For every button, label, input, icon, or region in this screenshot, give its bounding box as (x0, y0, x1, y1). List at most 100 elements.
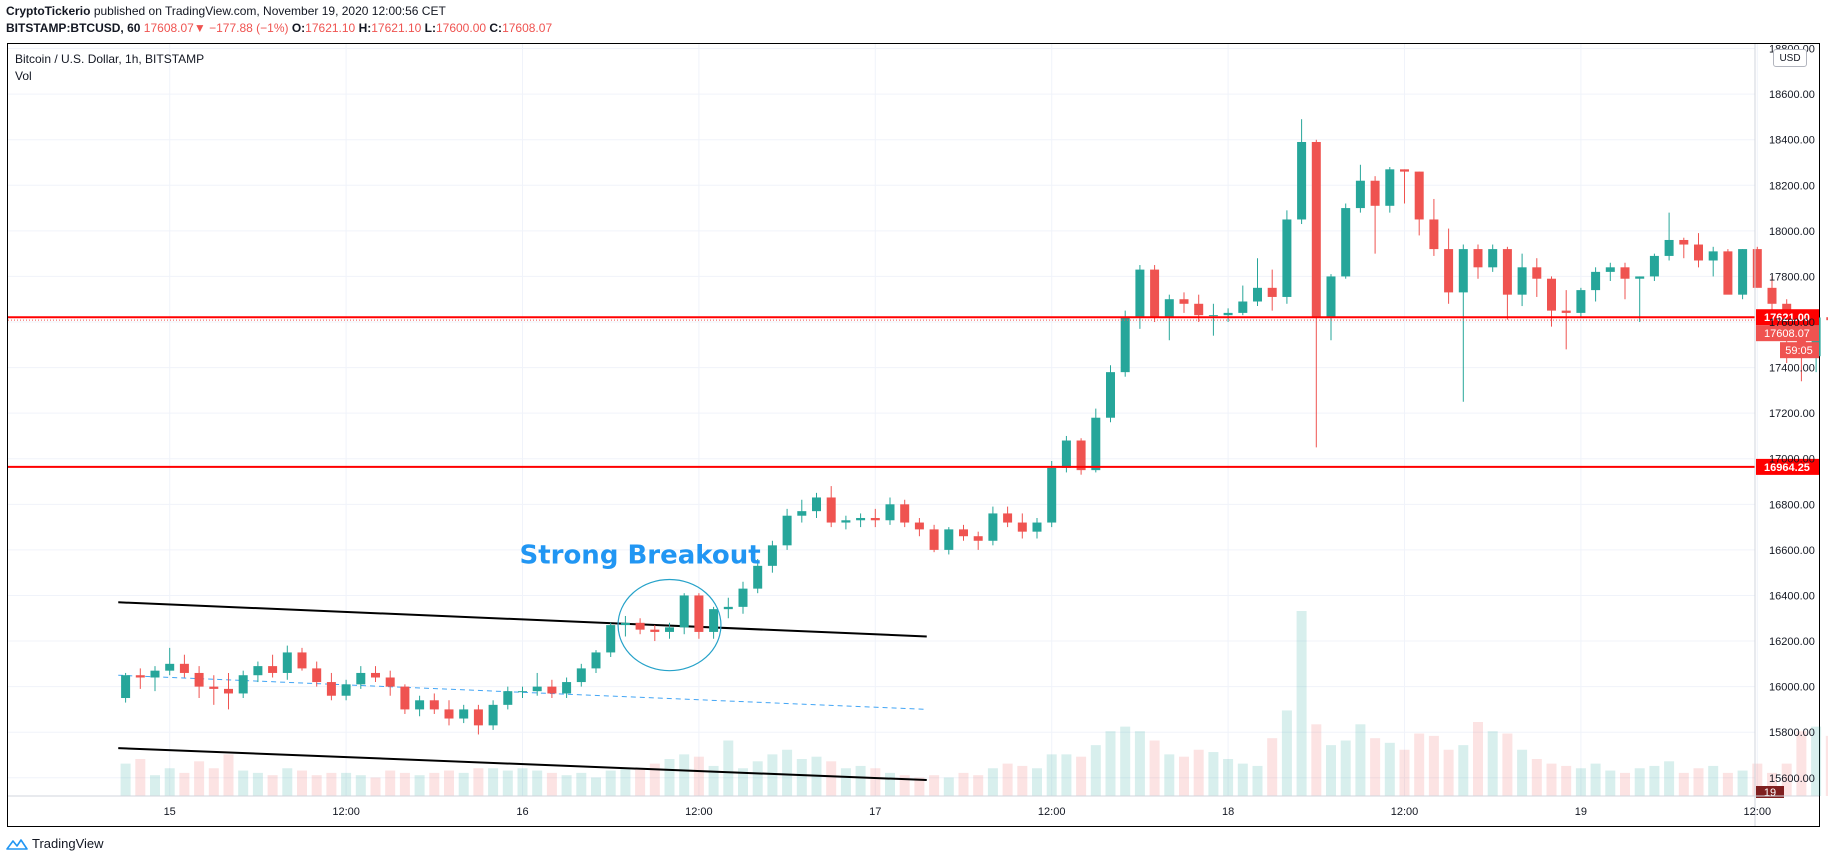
volume-bar (208, 768, 219, 796)
candle (694, 593, 704, 639)
volume-bar (1296, 611, 1307, 796)
volume-bar (620, 768, 631, 796)
volume-bar (1693, 768, 1704, 796)
volume-bar (649, 763, 660, 796)
candle-body (1297, 141, 1307, 220)
candle (1355, 164, 1365, 213)
time-tick-label: 16 (516, 806, 528, 818)
candle (797, 499, 807, 523)
volume-bar (1090, 745, 1101, 796)
volume-axis-label: 19 (1764, 787, 1776, 799)
candle (400, 684, 410, 714)
candle-body (1561, 310, 1571, 313)
candle (224, 672, 233, 710)
candle-body (826, 497, 836, 523)
high-label: H: (358, 21, 372, 35)
candle-body (1664, 239, 1674, 256)
volume-bar (444, 770, 454, 796)
price-level-badge (1756, 458, 1819, 475)
candle-body (1047, 467, 1057, 523)
candle (1326, 274, 1336, 341)
candle-body (444, 709, 454, 719)
candle-body (1473, 249, 1483, 268)
volume-bar (885, 772, 895, 796)
candle (1091, 408, 1101, 473)
candle (1532, 258, 1542, 297)
tradingview-brand[interactable]: TradingView (32, 836, 104, 851)
countdown-label: 59:05 (1785, 345, 1813, 357)
candle-body (1635, 276, 1645, 279)
volume-bar (1443, 749, 1454, 796)
candle-body (1547, 278, 1556, 311)
candle-body (121, 675, 131, 699)
candle (459, 704, 469, 724)
candle (1591, 267, 1601, 302)
candle-body (679, 595, 689, 628)
volume-bar (385, 770, 396, 796)
volume-bar (1546, 763, 1557, 796)
time-tick-label: 12:00 (332, 806, 360, 818)
volume-bar (1311, 724, 1322, 796)
volume-bar (1237, 763, 1248, 796)
candle (870, 508, 880, 528)
footer: TradingView (6, 836, 104, 851)
candle (1150, 265, 1160, 323)
publish-header: CryptoTickerio published on TradingView.… (6, 4, 446, 18)
candle-body (1003, 513, 1013, 523)
candle (665, 622, 674, 639)
candle (371, 666, 380, 683)
candle (1694, 233, 1703, 268)
candle-body (1826, 317, 1828, 321)
candle (900, 499, 910, 528)
volume-bar (1664, 761, 1675, 796)
candle (1488, 244, 1498, 272)
candle (547, 679, 557, 699)
candle-body (944, 529, 954, 550)
candle-body (1076, 440, 1086, 471)
volume-bar (1223, 759, 1234, 796)
volume-bar (1017, 765, 1028, 796)
volume-bar (1384, 742, 1395, 796)
candle-body (900, 504, 910, 523)
price-tick-label: 17000.00 (1769, 454, 1815, 466)
candle (150, 666, 160, 692)
candle (1767, 276, 1777, 313)
candle-body (841, 520, 851, 523)
candle (135, 668, 145, 689)
volume-bar (664, 759, 675, 796)
candle-body (870, 517, 880, 521)
volume-bar (1605, 770, 1616, 796)
volume-bar (1179, 756, 1189, 796)
volume-bar (150, 775, 160, 796)
price-level-label: 16964.25 (1764, 462, 1810, 474)
candle-body (1238, 301, 1248, 313)
volume-bar (738, 768, 748, 796)
candle (635, 618, 645, 635)
candle (268, 654, 278, 678)
candle (812, 492, 821, 518)
candle-body (665, 627, 674, 632)
candle (973, 531, 983, 550)
candle (1649, 253, 1659, 281)
candle (253, 661, 263, 683)
volume-bar (458, 772, 469, 796)
candle-body (1355, 180, 1365, 209)
candle-body (1223, 312, 1233, 316)
volume-bar (1193, 749, 1204, 796)
candle (988, 506, 998, 546)
price-tick-label: 16200.00 (1769, 636, 1815, 648)
candle (1297, 119, 1307, 225)
volume-bar (929, 775, 940, 796)
volume-bar (1531, 759, 1542, 796)
price-tick-label: 18400.00 (1769, 135, 1815, 147)
candle (326, 672, 336, 701)
series-title: Bitcoin / U.S. Dollar, 1h, BITSTAMP (15, 52, 205, 66)
currency-button[interactable]: USD (1773, 49, 1807, 67)
current-price-label: 17608.07 (1764, 328, 1810, 340)
volume-bar (1620, 772, 1630, 796)
candle (503, 686, 513, 710)
price-tick-label: 16400.00 (1769, 590, 1815, 602)
volume-legend: Vol (15, 69, 32, 83)
author-name[interactable]: CryptoTickerio (6, 4, 91, 18)
